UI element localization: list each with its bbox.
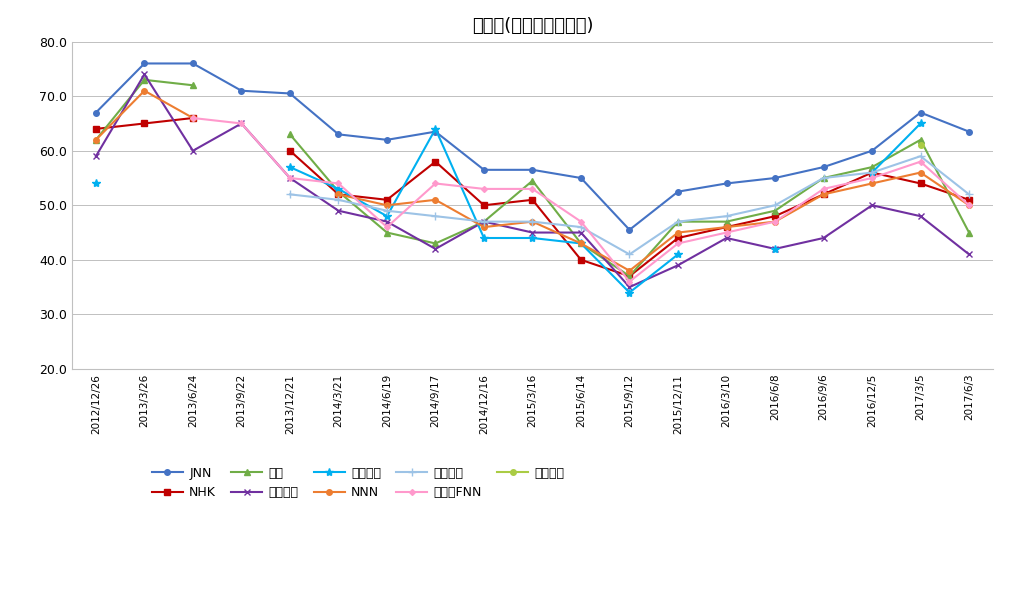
JNN <box>526 166 539 173</box>
Line: NHK: NHK <box>93 115 196 131</box>
読売新聞 <box>914 152 927 159</box>
JNN <box>381 136 393 143</box>
朝日新聞 <box>574 229 587 236</box>
読売新聞 <box>333 196 345 203</box>
朝日新聞 <box>817 234 829 242</box>
Line: 産経・FNN: 産経・FNN <box>190 116 971 284</box>
JNN <box>478 166 490 173</box>
JNN <box>90 109 102 116</box>
朝日新聞 <box>284 174 296 181</box>
JNN <box>333 131 345 138</box>
共同 <box>138 76 151 83</box>
NHK <box>90 126 102 133</box>
産経・FNN <box>478 186 490 193</box>
JNN <box>284 90 296 97</box>
JNN <box>186 60 199 67</box>
産経・FNN <box>381 224 393 231</box>
NHK <box>138 120 151 127</box>
朝日新聞 <box>769 245 781 252</box>
JNN <box>624 226 636 233</box>
JNN <box>672 188 684 195</box>
産経・FNN <box>914 158 927 165</box>
朝日新聞 <box>429 245 441 252</box>
読売新聞 <box>526 218 539 226</box>
読売新聞 <box>478 218 490 226</box>
朝日新聞 <box>624 283 636 290</box>
Legend: JNN, NHK, 共同, 朝日新聞, 毎日新聞, NNN, 読売新聞, 産経・FNN, 時事通信: JNN, NHK, 共同, 朝日新聞, 毎日新聞, NNN, 読売新聞, 産経・… <box>152 467 564 499</box>
Line: 朝日新聞: 朝日新聞 <box>92 71 973 290</box>
産経・FNN <box>284 174 296 181</box>
NNN <box>186 114 199 121</box>
読売新聞 <box>574 224 587 231</box>
朝日新聞 <box>381 218 393 226</box>
読売新聞 <box>381 207 393 214</box>
NNN <box>138 87 151 94</box>
産経・FNN <box>672 240 684 247</box>
Line: 共同: 共同 <box>93 77 196 143</box>
読売新聞 <box>866 169 879 176</box>
朝日新聞 <box>720 234 732 242</box>
朝日新聞 <box>866 202 879 209</box>
産経・FNN <box>574 218 587 226</box>
NNN <box>90 136 102 143</box>
朝日新聞 <box>526 229 539 236</box>
産経・FNN <box>817 186 829 193</box>
朝日新聞 <box>186 147 199 154</box>
朝日新聞 <box>963 251 975 258</box>
産経・FNN <box>429 180 441 187</box>
JNN <box>963 128 975 135</box>
JNN <box>236 87 248 94</box>
産経・FNN <box>186 114 199 121</box>
JNN <box>720 180 732 187</box>
読売新聞 <box>720 212 732 220</box>
朝日新聞 <box>138 71 151 78</box>
JNN <box>866 147 879 154</box>
読売新聞 <box>672 218 684 226</box>
朝日新聞 <box>672 262 684 269</box>
JNN <box>914 109 927 116</box>
JNN <box>574 174 587 181</box>
朝日新聞 <box>914 212 927 220</box>
産経・FNN <box>769 218 781 226</box>
朝日新聞 <box>236 120 248 127</box>
産経・FNN <box>333 180 345 187</box>
NHK <box>186 114 199 121</box>
産経・FNN <box>866 174 879 181</box>
Line: 読売新聞: 読売新聞 <box>286 152 973 259</box>
産経・FNN <box>526 186 539 193</box>
読売新聞 <box>429 212 441 220</box>
Line: JNN: JNN <box>93 61 972 233</box>
読売新聞 <box>284 191 296 198</box>
読売新聞 <box>963 191 975 198</box>
読売新聞 <box>769 202 781 209</box>
共同 <box>90 136 102 143</box>
JNN <box>138 60 151 67</box>
産経・FNN <box>624 278 636 285</box>
Line: NNN: NNN <box>93 88 196 143</box>
JNN <box>769 174 781 181</box>
読売新聞 <box>624 251 636 258</box>
産経・FNN <box>963 202 975 209</box>
産経・FNN <box>720 229 732 236</box>
JNN <box>817 164 829 171</box>
JNN <box>429 128 441 135</box>
産経・FNN <box>236 120 248 127</box>
共同 <box>186 82 199 89</box>
朝日新聞 <box>478 218 490 226</box>
朝日新聞 <box>90 152 102 159</box>
読売新聞 <box>817 174 829 181</box>
Title: 支持率(第二次安倍政権): 支持率(第二次安倍政権) <box>472 17 593 35</box>
朝日新聞 <box>333 207 345 214</box>
